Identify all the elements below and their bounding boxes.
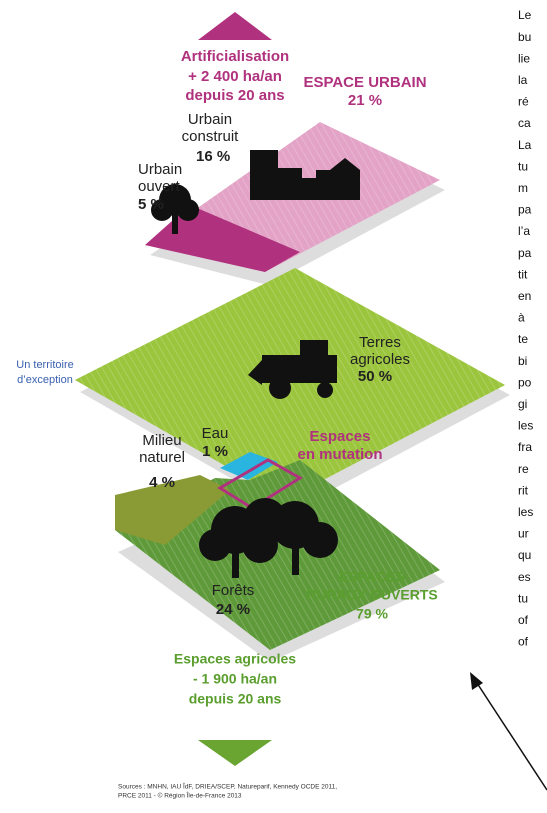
column-text: rit xyxy=(518,483,529,497)
urban-built-label: construit xyxy=(182,128,240,145)
natural-value: 4 % xyxy=(149,474,175,491)
column-text: tu xyxy=(518,591,528,605)
column-text: of xyxy=(518,635,529,649)
page: Un territoire d’exception Artificialisat… xyxy=(0,0,547,813)
urban-open-label: ouvert xyxy=(138,178,181,195)
water-label: Eau xyxy=(202,425,229,442)
column-text: la xyxy=(518,73,528,87)
rural-title: 79 % xyxy=(356,606,388,622)
rural-title: ESPACES xyxy=(339,569,405,585)
natural-label: naturel xyxy=(139,449,185,466)
urban-open-value: 5 % xyxy=(138,196,164,213)
natural-label: Milieu xyxy=(142,432,181,449)
column-text: pa xyxy=(518,203,532,217)
forest-value: 24 % xyxy=(216,601,250,618)
bottom-arrow-label: Espaces agricoles xyxy=(174,651,296,667)
column-text: po xyxy=(518,375,532,389)
column-text: tu xyxy=(518,159,528,173)
column-text: fra xyxy=(518,440,532,454)
pointer-arrowhead xyxy=(470,672,483,690)
rural-title: RURAUX OUVERTS xyxy=(306,587,437,603)
up-arrow xyxy=(198,12,272,40)
urban-built-label: Urbain xyxy=(188,111,232,128)
column-text: en xyxy=(518,289,531,303)
pointer-arrow xyxy=(475,680,547,790)
urban-title: 21 % xyxy=(348,92,382,109)
top-arrow-label: Artificialisation xyxy=(181,48,289,65)
bottom-arrow-label: - 1 900 ha/an xyxy=(193,671,277,687)
urban-title: ESPACE URBAIN xyxy=(303,74,426,91)
column-text: pa xyxy=(518,246,532,260)
urban-open-label: Urbain xyxy=(138,161,182,178)
sources: PRCE 2011 - © Région Île-de-France 2013 xyxy=(118,791,242,800)
forest-label: Forêts xyxy=(212,582,255,599)
column-text: es xyxy=(518,570,531,584)
column-text: les xyxy=(518,505,533,519)
mutation-label: Espaces xyxy=(310,428,371,445)
water-value: 1 % xyxy=(202,443,228,460)
column-text: gi xyxy=(518,397,527,411)
column-text: bu xyxy=(518,30,531,44)
urban-built-value: 16 % xyxy=(196,148,230,165)
top-arrow-label: + 2 400 ha/an xyxy=(188,68,282,85)
column-text: of xyxy=(518,613,529,627)
down-arrow xyxy=(198,740,272,766)
side-label: d’exception xyxy=(17,374,73,386)
column-text: tit xyxy=(518,267,528,281)
mutation-label: en mutation xyxy=(298,446,383,463)
column-text: te xyxy=(518,332,528,346)
column-text: qu xyxy=(518,548,531,562)
column-text: Le xyxy=(518,8,532,22)
column-text: les xyxy=(518,419,533,433)
column-text: ur xyxy=(518,527,529,541)
side-label: Un territoire xyxy=(16,359,73,371)
sources: Sources : MNHN, IAU ÎdF, DRIEA/SCEP, Nat… xyxy=(118,782,337,791)
right-column: Le bu lie la ré ca La tu m pa l’a pa tit en à te bi po gi l… xyxy=(518,8,533,648)
column-text: lie xyxy=(518,51,530,65)
column-text: l’a xyxy=(518,224,530,238)
column-text: ré xyxy=(518,95,529,109)
bottom-arrow-label: depuis 20 ans xyxy=(189,691,282,707)
column-text: La xyxy=(518,138,532,152)
column-text: bi xyxy=(518,354,527,368)
column-text: à xyxy=(518,311,525,325)
top-arrow-label: depuis 20 ans xyxy=(185,87,284,104)
column-text: m xyxy=(518,181,528,195)
column-text: re xyxy=(518,462,529,476)
agricultural-label: Terres xyxy=(359,334,401,351)
agricultural-value: 50 % xyxy=(358,368,392,385)
column-text: ca xyxy=(518,116,531,130)
agricultural-label: agricoles xyxy=(350,351,410,368)
